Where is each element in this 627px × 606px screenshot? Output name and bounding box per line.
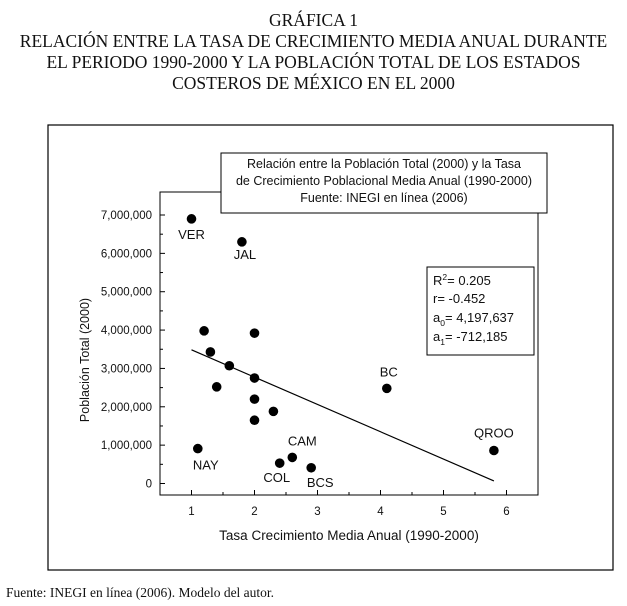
y-tick-label: 7,000,000 xyxy=(101,210,152,222)
chart-title-line-2: de Crecimiento Poblacional Media Anual (… xyxy=(236,174,532,188)
chart-outer-frame xyxy=(47,124,614,571)
x-tick-label: 5 xyxy=(440,506,446,518)
data-point xyxy=(237,237,247,247)
y-tick-label: 1,000,000 xyxy=(101,440,152,452)
stat-r-value: -0.452 xyxy=(449,291,486,306)
y-tick-label: 3,000,000 xyxy=(101,363,152,375)
data-point xyxy=(224,360,235,371)
figure-title-line-3: COSTEROS DE MÉXICO EN EL 2000 xyxy=(172,73,455,93)
y-tick-label: 4,000,000 xyxy=(101,325,152,337)
data-point xyxy=(268,406,279,417)
figure-title-line-1: RELACIÓN ENTRE LA TASA DE CRECIMIENTO ME… xyxy=(19,31,608,51)
y-axis: 0 1,000,000 2,000,000 3,000,000 4,000,000 5,0… xyxy=(101,210,165,490)
stats-box xyxy=(426,266,535,356)
x-axis: 1 2 3 4 5 6 xyxy=(159,490,539,518)
point-label: JAL xyxy=(234,247,256,262)
source-note: Fuente: INEGI en línea (2006). Modelo de… xyxy=(6,585,275,600)
y-tick-label: 0 xyxy=(146,478,152,490)
x-axis-label: Tasa Crecimiento Media Anual (1990-2000) xyxy=(219,528,479,543)
point-label: BCS xyxy=(307,475,334,490)
figure-number: GRÁFICA 1 xyxy=(269,10,358,30)
data-point xyxy=(382,383,392,394)
x-tick-label: 4 xyxy=(377,506,384,518)
x-tick-label: 1 xyxy=(188,506,194,518)
data-point xyxy=(249,394,260,404)
data-point xyxy=(186,214,197,224)
data-point xyxy=(274,458,285,468)
data-point xyxy=(306,462,317,473)
y-tick-label: 6,000,000 xyxy=(101,248,152,260)
stat-a0-value: 4,197,637 xyxy=(456,310,514,325)
figure-title-line-2: EL PERIODO 1990-2000 Y LA POBLACIÓN TOTA… xyxy=(46,52,581,72)
data-point xyxy=(193,443,203,454)
point-label: CAM xyxy=(288,433,317,448)
data-point xyxy=(199,326,209,336)
chart-title-line-3: Fuente: INEGI en línea (2006) xyxy=(300,191,467,205)
stat-a1: a1= -712,185 xyxy=(433,329,508,347)
data-point xyxy=(249,415,260,426)
data-point xyxy=(205,347,216,357)
point-label: BC xyxy=(380,364,398,379)
data-point xyxy=(287,452,298,463)
regression-group xyxy=(191,349,495,482)
stat-r2: R2= 0.205 xyxy=(433,272,491,288)
points-group: VER JAL NAY COL CAM BCS BC QROO xyxy=(178,214,514,490)
chart-title-box xyxy=(220,152,548,214)
x-tick-label: 3 xyxy=(314,506,320,518)
stat-a1-value: -712,185 xyxy=(456,329,507,344)
data-point xyxy=(249,373,260,383)
x-tick-label: 2 xyxy=(251,506,257,518)
point-label: VER xyxy=(178,227,205,242)
point-label: COL xyxy=(263,470,290,485)
stat-a0: a0= 4,197,637 xyxy=(433,310,514,328)
data-point xyxy=(249,328,260,338)
point-label: NAY xyxy=(193,458,219,473)
y-tick-label: 5,000,000 xyxy=(101,287,152,299)
figure-heading: GRÁFICA 1 RELACIÓN ENTRE LA TASA DE CREC… xyxy=(0,10,627,94)
regression-line xyxy=(191,349,495,482)
chart-title-line-1: Relación entre la Población Total (2000)… xyxy=(247,157,521,171)
y-tick-label: 2,000,000 xyxy=(101,402,152,414)
stat-r: r= -0.452 xyxy=(433,291,485,306)
point-label: QROO xyxy=(474,426,514,441)
data-point xyxy=(211,382,222,392)
y-axis-label: Población Total (2000) xyxy=(78,298,92,422)
x-tick-label: 6 xyxy=(503,506,509,518)
data-point xyxy=(489,445,499,456)
stat-r2-value: 0.205 xyxy=(458,273,491,288)
